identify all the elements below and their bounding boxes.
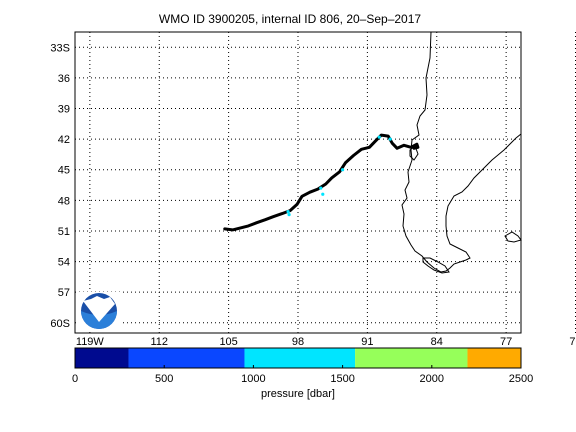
latitude-tick-label: 57 (58, 287, 70, 299)
profile-dot (388, 137, 392, 141)
longitude-tick-label: 98 (292, 336, 304, 348)
longitude-tick-label: 119W (76, 336, 105, 348)
colorbar-tick-label: 500 (155, 373, 173, 385)
latitude-tick-label: 36 (58, 73, 70, 85)
float-profile-markers (286, 135, 392, 217)
latitude-tick-label: 45 (58, 165, 70, 177)
colorbar-tick-label: 1500 (330, 373, 354, 385)
latitude-tick-label: 42 (58, 134, 70, 146)
latitude-axis-labels: 33S 36 39 42 45 48 51 54 57 60S (50, 42, 70, 329)
colorbar-tick-label: 0 (72, 373, 78, 385)
map-panel: NOAA 33S 36 39 42 45 48 51 54 57 60S 119W 112 105 98… (50, 31, 576, 348)
profile-dot (321, 192, 325, 196)
latitude-tick-label: 39 (58, 104, 70, 116)
latitude-tick-label: 33S (50, 42, 70, 54)
profile-dot (377, 135, 381, 139)
profile-dot (319, 186, 323, 190)
noaa-logo: NOAA (78, 292, 120, 330)
longitude-tick-label: 84 (431, 336, 443, 348)
longitude-tick-label: 105 (219, 336, 237, 348)
colorbar-segment (467, 348, 521, 368)
profile-dot (341, 168, 345, 172)
longitude-tick-label: 112 (150, 336, 168, 348)
float-trajectory-line (223, 133, 420, 232)
noaa-logo-text: NOAA (90, 302, 108, 308)
latitude-tick-label: 54 (58, 257, 70, 269)
longitude-axis-labels: 119W112105989184777063W (76, 336, 576, 348)
pressure-colorbar: 0 500 1000 1500 2000 2500 pressure [dbar] (72, 347, 533, 400)
latitude-tick-label: 48 (58, 195, 70, 207)
colorbar-segment (244, 348, 356, 368)
longitude-tick-label: 91 (361, 336, 373, 348)
colorbar-segment (75, 348, 129, 368)
map-frame (74, 31, 522, 334)
profile-dot (287, 213, 291, 217)
colorbar-segment (355, 348, 468, 368)
colorbar-tick-label: 2500 (509, 373, 533, 385)
latitude-tick-label: 60S (50, 318, 70, 330)
colorbar-segment (128, 348, 245, 368)
longitude-tick-label: 70 (569, 336, 576, 348)
south-america-coastline (401, 31, 522, 273)
longitude-tick-label: 77 (500, 336, 512, 348)
tierra-del-fuego-outline (422, 257, 450, 274)
figure-title: WMO ID 3900205, internal ID 806, 20–Sep–… (159, 12, 421, 26)
latitude-tick-label: 51 (58, 226, 70, 238)
profile-dot (286, 209, 290, 214)
colorbar-tick-labels: 0 500 1000 1500 2000 2500 (72, 365, 533, 385)
colorbar-tick-label: 2000 (420, 373, 444, 385)
colorbar-tick-label: 1000 (241, 373, 265, 385)
colorbar-label: pressure [dbar] (261, 388, 335, 400)
